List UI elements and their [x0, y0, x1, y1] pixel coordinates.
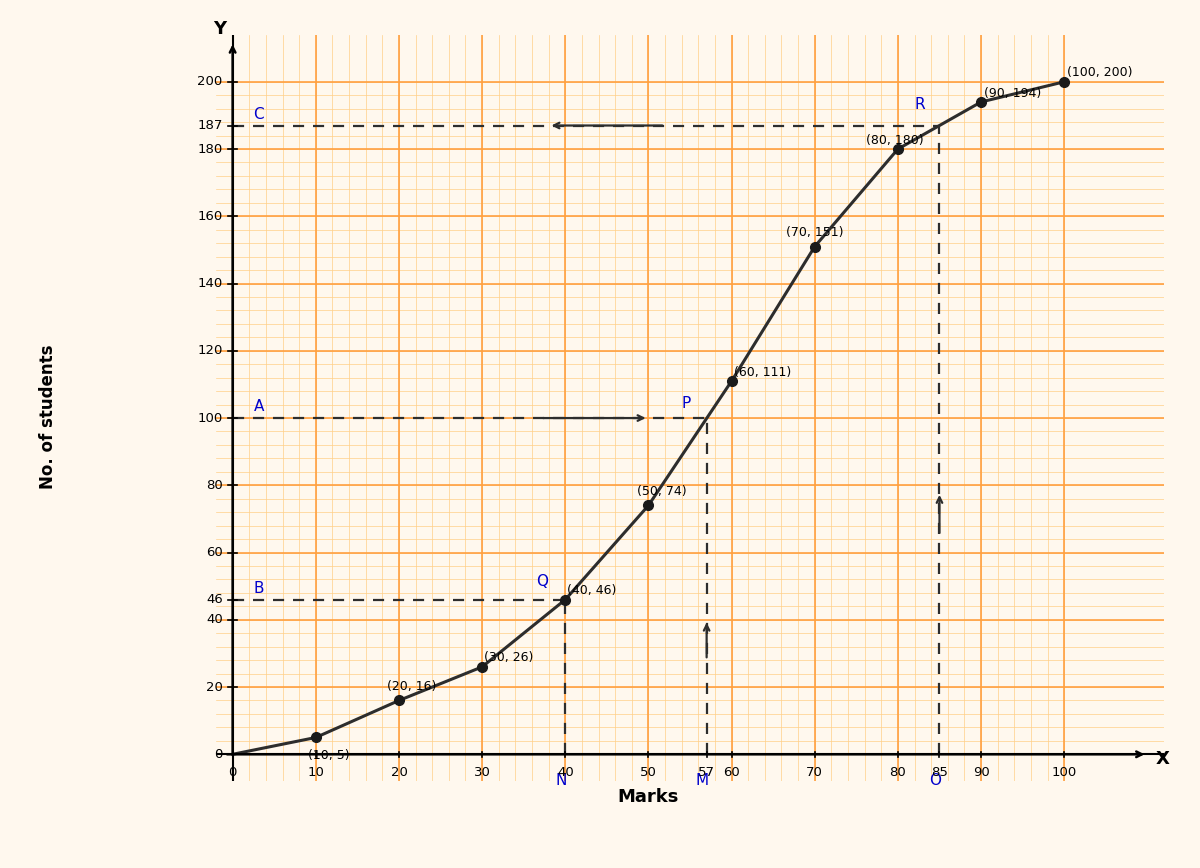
Text: (40, 46): (40, 46): [566, 584, 617, 597]
Text: 40: 40: [557, 766, 574, 779]
Text: 70: 70: [806, 766, 823, 779]
Text: 200: 200: [198, 76, 223, 89]
Text: 160: 160: [198, 210, 223, 223]
Text: 50: 50: [640, 766, 656, 779]
Text: (60, 111): (60, 111): [734, 365, 791, 378]
Text: Marks: Marks: [618, 788, 679, 806]
Text: X: X: [1156, 750, 1170, 768]
Text: 0: 0: [228, 766, 236, 779]
Text: 85: 85: [931, 766, 948, 779]
Text: 30: 30: [474, 766, 491, 779]
Text: 0: 0: [215, 748, 223, 760]
Text: C: C: [253, 107, 264, 122]
Text: P: P: [682, 396, 691, 411]
Text: 100: 100: [198, 411, 223, 424]
Text: (70, 151): (70, 151): [786, 226, 844, 239]
Text: 140: 140: [198, 277, 223, 290]
Text: (100, 200): (100, 200): [1067, 67, 1133, 79]
Text: No. of students: No. of students: [38, 345, 58, 489]
Text: 90: 90: [973, 766, 990, 779]
Text: B: B: [253, 581, 264, 596]
Text: (20, 16): (20, 16): [388, 680, 437, 693]
Text: 10: 10: [307, 766, 324, 779]
Text: 60: 60: [724, 766, 740, 779]
Text: R: R: [914, 96, 925, 112]
Text: 120: 120: [197, 345, 223, 358]
Text: 60: 60: [206, 546, 223, 559]
Text: 80: 80: [889, 766, 906, 779]
Text: 20: 20: [390, 766, 407, 779]
Text: 180: 180: [198, 142, 223, 155]
Text: N: N: [556, 773, 566, 788]
Text: Y: Y: [214, 20, 227, 38]
Text: Q: Q: [536, 574, 548, 589]
Text: 20: 20: [205, 681, 223, 694]
Text: (80, 180): (80, 180): [866, 134, 924, 147]
Text: 46: 46: [206, 593, 223, 606]
Text: (10, 5): (10, 5): [308, 749, 350, 762]
Text: 100: 100: [1051, 766, 1076, 779]
Text: 57: 57: [698, 766, 715, 779]
Text: (30, 26): (30, 26): [484, 652, 533, 665]
Text: A: A: [253, 399, 264, 414]
Text: 80: 80: [206, 479, 223, 492]
Text: 40: 40: [206, 614, 223, 627]
Text: (90, 194): (90, 194): [984, 87, 1040, 100]
Text: (50, 74): (50, 74): [637, 484, 686, 497]
Text: O: O: [929, 773, 941, 788]
Text: M: M: [696, 773, 709, 788]
Text: 187: 187: [197, 119, 223, 132]
